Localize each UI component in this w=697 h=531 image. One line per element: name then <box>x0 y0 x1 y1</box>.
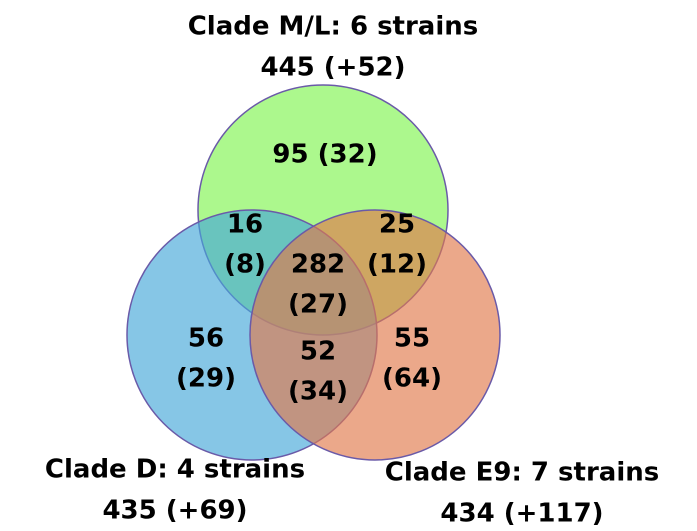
region-label: 52 <box>300 337 336 367</box>
region-label: 95 (32) <box>272 140 377 170</box>
region-label: (34) <box>288 377 348 407</box>
set-name: Clade D: 4 strains <box>45 455 305 485</box>
region-label: (12) <box>367 250 427 280</box>
region-label: 56 <box>188 324 224 354</box>
set-circle <box>249 209 501 461</box>
region-label: 282 <box>291 250 345 280</box>
region-label: (8) <box>224 250 266 280</box>
set-count: 445 (+52) <box>260 53 405 83</box>
region-label: (29) <box>176 364 236 394</box>
set-count: 434 (+117) <box>440 499 603 529</box>
set-count: 435 (+69) <box>102 496 247 526</box>
region-label: 55 <box>394 324 430 354</box>
region-label: (27) <box>288 290 348 320</box>
region-label: 25 <box>379 210 415 240</box>
region-label: (64) <box>382 364 442 394</box>
region-label: 16 <box>227 210 263 240</box>
labels: Clade M/L: 6 strains 445 (+52) Clade D: 4 … <box>45 12 659 529</box>
set-name: Clade M/L: 6 strains <box>188 12 479 42</box>
set-name: Clade E9: 7 strains <box>385 458 659 488</box>
